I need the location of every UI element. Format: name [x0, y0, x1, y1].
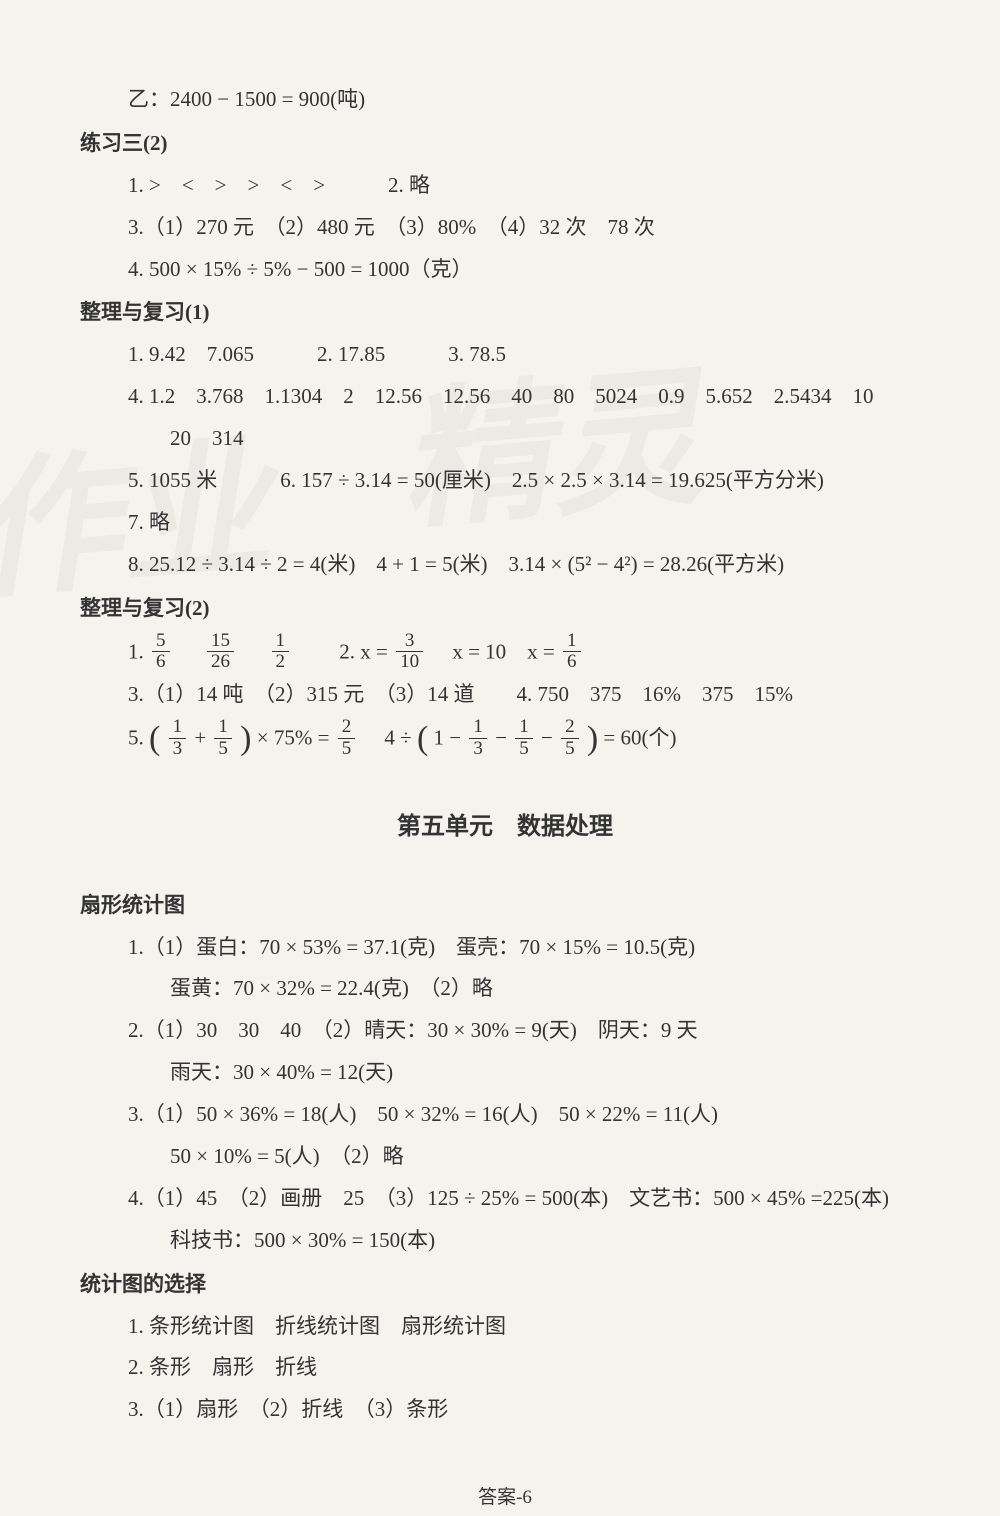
- ex3-2-line-3: 4. 500 × 15% ÷ 5% − 500 = 1000（克）: [128, 250, 930, 290]
- select-line-2: 2. 条形 扇形 折线: [128, 1348, 930, 1388]
- review1-line-1: 1. 9.42 7.065 2. 17.85 3. 78.5: [128, 335, 930, 375]
- review2-line-5: 5. ( 13 + 15 ) × 75% = 25 4 ÷ ( 1 − 13 −…: [128, 717, 930, 760]
- page-footer: 答案-6: [80, 1480, 930, 1516]
- fan-line-8: 科技书：500 × 30% = 150(本): [128, 1221, 930, 1261]
- frac-1-6: 16: [563, 631, 581, 674]
- frac-2-5a: 25: [338, 717, 356, 760]
- fan-line-4: 雨天：30 × 40% = 12(天): [128, 1053, 930, 1093]
- section-ex3-2-title: 练习三(2): [80, 124, 930, 164]
- fan-line-5: 3.（1）50 × 36% = 18(人) 50 × 32% = 16(人) 5…: [128, 1095, 930, 1135]
- frac-2-5b: 25: [561, 717, 579, 760]
- fan-line-6: 50 × 10% = 5(人) （2）略: [128, 1137, 930, 1177]
- r2-l5-prefix: 5.: [128, 726, 149, 750]
- fan-line-3: 2.（1）30 30 40 （2）晴天：30 × 30% = 9(天) 阴天：9…: [128, 1011, 930, 1051]
- fan-line-2: 蛋黄：70 × 32% = 22.4(克) （2）略: [128, 969, 930, 1009]
- review1-line-3: 20 314: [128, 419, 930, 459]
- r2-l5-end: = 60(个): [603, 726, 676, 750]
- r2-l1-prefix: 1.: [128, 639, 149, 663]
- ex3-2-line-2: 3.（1）270 元 （2）480 元 （3）80% （4）32 次 78 次: [128, 208, 930, 248]
- frac-15-26: 1526: [207, 631, 234, 674]
- review1-line-6: 8. 25.12 ÷ 3.14 ÷ 2 = 4(米) 4 + 1 = 5(米) …: [128, 545, 930, 585]
- review2-line-1: 1. 56 1526 12 2. x = 310 x = 10 x = 16: [128, 631, 930, 674]
- frac-1-3b: 13: [469, 717, 487, 760]
- ex3-2-line-1: 1. > < > > < > 2. 略: [128, 166, 930, 206]
- fan-line-1: 1.（1）蛋白：70 × 53% = 37.1(克) 蛋壳：70 × 15% =…: [128, 928, 930, 968]
- r2-l5-mid2: 4 ÷: [363, 726, 417, 750]
- section-select-title: 统计图的选择: [80, 1265, 930, 1305]
- document-content: 乙：2400 − 1500 = 900(吨) 练习三(2) 1. > < > >…: [80, 80, 930, 1516]
- review1-line-4: 5. 1055 米 6. 157 ÷ 3.14 = 50(厘米) 2.5 × 2…: [128, 461, 930, 501]
- frac-1-2: 12: [272, 631, 290, 674]
- unit-5-title: 第五单元 数据处理: [80, 805, 930, 851]
- review1-line-2: 4. 1.2 3.768 1.1304 2 12.56 12.56 40 80 …: [128, 377, 930, 417]
- frac-1-5a: 15: [214, 717, 232, 760]
- review1-line-5: 7. 略: [128, 503, 930, 543]
- r2-l5-mid3: 1 −: [434, 726, 467, 750]
- section-review2-title: 整理与复习(2): [80, 589, 930, 629]
- section-fan-title: 扇形统计图: [80, 886, 930, 926]
- r2-l5-mid1: × 75% =: [257, 726, 335, 750]
- r2-l1-mid: 2. x =: [297, 639, 393, 663]
- frac-5-6: 56: [152, 631, 170, 674]
- r2-l1-mid2: x = 10 x =: [431, 639, 560, 663]
- select-line-3: 3.（1）扇形 （2）折线 （3）条形: [128, 1390, 930, 1430]
- frac-3-10: 310: [396, 631, 423, 674]
- fan-line-7: 4.（1）45 （2）画册 25 （3）125 ÷ 25% = 500(本) 文…: [128, 1179, 930, 1219]
- select-line-1: 1. 条形统计图 折线统计图 扇形统计图: [128, 1307, 930, 1347]
- review2-line-3: 3.（1）14 吨 （2）315 元 （3）14 道 4. 750 375 16…: [128, 675, 930, 715]
- top-continuation-line: 乙：2400 − 1500 = 900(吨): [128, 80, 930, 120]
- section-review1-title: 整理与复习(1): [80, 293, 930, 333]
- frac-1-5b: 15: [515, 717, 533, 760]
- frac-1-3a: 13: [169, 717, 187, 760]
